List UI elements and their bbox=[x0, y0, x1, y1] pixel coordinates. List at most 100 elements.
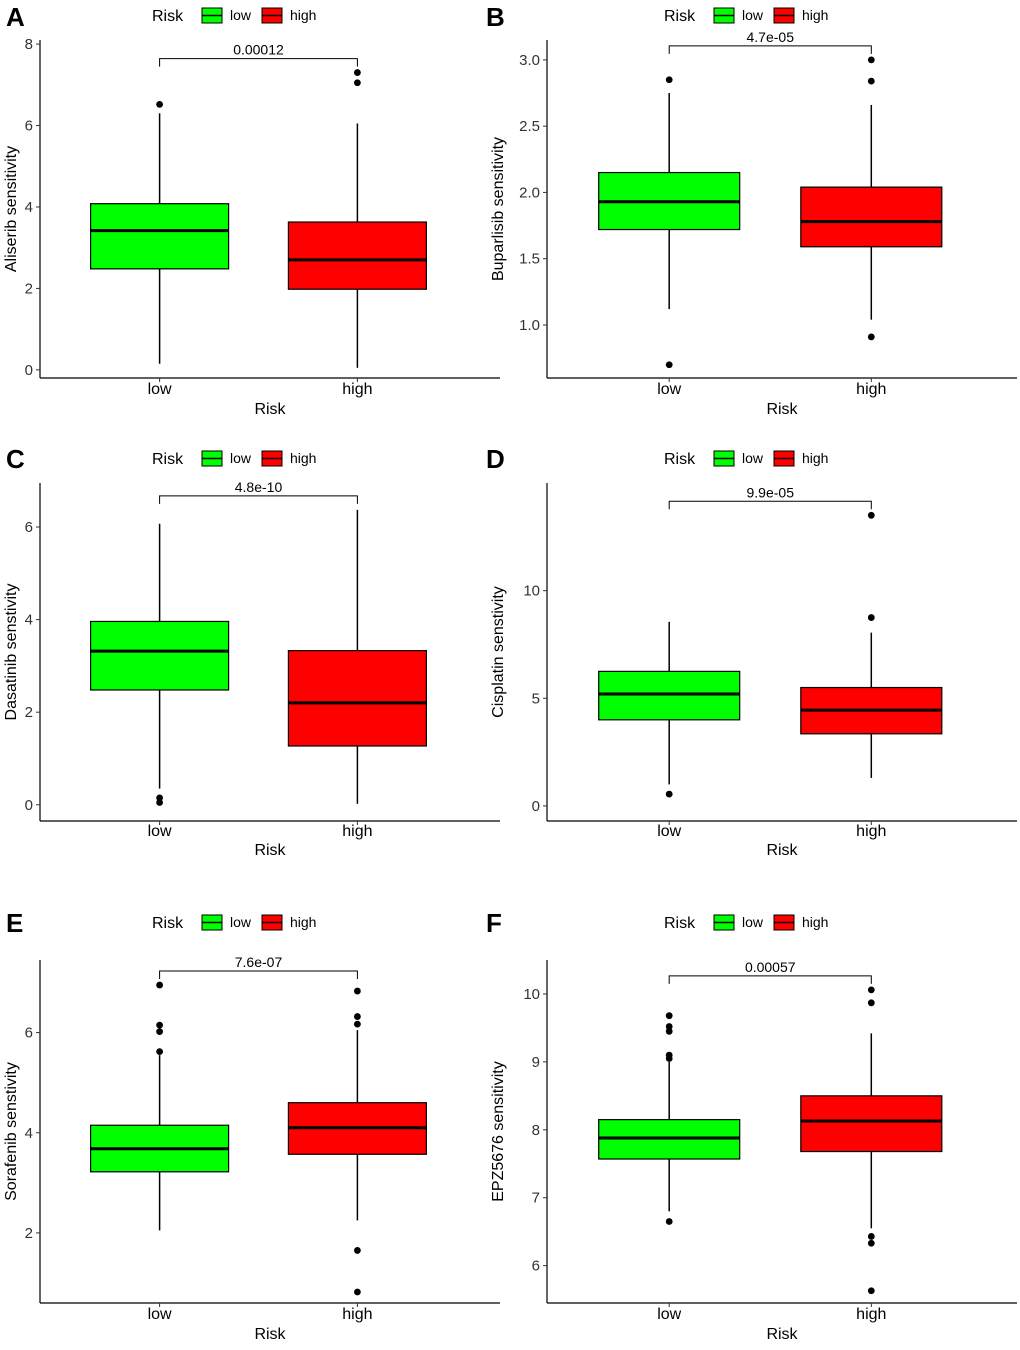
significance-bracket: 7.6e-07 bbox=[159, 954, 358, 980]
legend-label-high: high bbox=[290, 7, 316, 23]
box-body bbox=[89, 203, 230, 270]
x-axis-title: Risk bbox=[254, 1326, 286, 1343]
panel-a: A Risk low high 0 2 4 6 8 low high Risk Aliserib sen… bbox=[3, 2, 500, 418]
legend-title: Risk bbox=[152, 8, 184, 25]
x-axis-title: Risk bbox=[766, 842, 798, 859]
y-tick-label: 6 bbox=[25, 1025, 33, 1042]
legend-label-high: high bbox=[802, 7, 828, 23]
outlier-point bbox=[665, 1012, 673, 1020]
outlier-point bbox=[867, 1287, 875, 1295]
legend-label-high: high bbox=[802, 450, 828, 466]
legend: Risk low high bbox=[664, 7, 828, 25]
y-tick-label: 2 bbox=[25, 704, 33, 721]
outlier-point bbox=[665, 361, 673, 369]
panel-letter: C bbox=[6, 444, 25, 474]
outlier-point bbox=[867, 333, 875, 341]
outlier-point bbox=[665, 790, 673, 798]
y-axis-title: Sorafenib senstivity bbox=[3, 1062, 20, 1201]
outlier-point bbox=[156, 1021, 164, 1029]
outlier-point bbox=[354, 79, 361, 87]
x-tick-label-high: high bbox=[342, 381, 372, 398]
box-high bbox=[287, 509, 427, 804]
outlier-point bbox=[354, 987, 361, 995]
x-tick-label-low: low bbox=[148, 1306, 172, 1323]
outlier-point bbox=[867, 1233, 875, 1240]
x-axis-title: Risk bbox=[766, 401, 798, 418]
y-tick-label: 2 bbox=[25, 1225, 33, 1242]
box-body bbox=[598, 670, 741, 721]
y-tick-label: 7 bbox=[532, 1190, 540, 1207]
y-tick-label: 5 bbox=[532, 690, 540, 707]
box-body bbox=[89, 620, 230, 691]
p-value-label: 7.6e-07 bbox=[235, 954, 283, 970]
outlier-point bbox=[665, 1023, 673, 1030]
x-tick-label-low: low bbox=[148, 823, 172, 840]
x-tick-label-high: high bbox=[342, 823, 372, 840]
legend-label-low: low bbox=[742, 914, 764, 930]
y-axis-title: Dasatinib senstivity bbox=[3, 584, 20, 721]
y-tick-label: 2 bbox=[25, 280, 33, 297]
outlier-point bbox=[867, 511, 875, 519]
y-tick-label: 6 bbox=[25, 519, 33, 536]
y-tick-label: 0 bbox=[532, 798, 540, 815]
x-tick-label-high: high bbox=[856, 1306, 886, 1323]
outlier-point bbox=[156, 794, 164, 802]
outlier-point bbox=[354, 69, 361, 76]
significance-bracket: 4.7e-05 bbox=[668, 29, 872, 54]
legend-label-high: high bbox=[802, 914, 828, 930]
legend-title: Risk bbox=[664, 451, 696, 468]
p-value-label: 4.7e-05 bbox=[747, 29, 795, 45]
box-body bbox=[800, 186, 943, 248]
bracket-line bbox=[668, 975, 872, 984]
y-tick-label: 8 bbox=[532, 1122, 540, 1139]
box-body bbox=[287, 221, 427, 290]
outlier-point bbox=[354, 1013, 361, 1020]
significance-bracket: 0.00012 bbox=[159, 42, 358, 67]
box-high bbox=[287, 69, 427, 368]
x-axis-title: Risk bbox=[254, 842, 286, 859]
x-axis-title: Risk bbox=[254, 401, 286, 418]
outlier-point bbox=[867, 999, 875, 1007]
outlier-point bbox=[867, 614, 875, 621]
y-axis-title: EPZ5676 sensitivity bbox=[490, 1061, 507, 1202]
box-high bbox=[800, 56, 943, 341]
legend-title: Risk bbox=[664, 8, 696, 25]
bracket-line bbox=[668, 45, 872, 54]
outlier-point bbox=[156, 981, 164, 989]
outlier-point bbox=[867, 986, 875, 994]
outlier-point bbox=[665, 1027, 673, 1035]
legend-label-low: low bbox=[230, 450, 252, 466]
outlier-point bbox=[867, 77, 875, 85]
box-low bbox=[89, 981, 230, 1231]
legend: Risk low high bbox=[152, 7, 316, 25]
panel-letter: D bbox=[486, 444, 505, 474]
legend: Risk low high bbox=[152, 450, 316, 468]
panel-letter: F bbox=[486, 908, 502, 938]
legend-title: Risk bbox=[664, 915, 696, 932]
outlier-point bbox=[156, 1028, 164, 1036]
y-tick-label: 2.0 bbox=[519, 184, 540, 201]
legend-label-high: high bbox=[290, 450, 316, 466]
outlier-point bbox=[867, 1239, 875, 1247]
y-axis-title: Aliserib sensitivity bbox=[3, 146, 20, 272]
panel-letter: E bbox=[6, 908, 23, 938]
legend-title: Risk bbox=[152, 451, 184, 468]
y-axis-title: Buparlisib sensitivity bbox=[490, 137, 507, 281]
legend-label-low: low bbox=[230, 914, 252, 930]
legend: Risk low high bbox=[152, 914, 316, 932]
outlier-point bbox=[354, 1288, 361, 1296]
y-tick-label: 9 bbox=[532, 1054, 540, 1071]
outlier-point bbox=[156, 1048, 164, 1056]
y-tick-label: 6 bbox=[532, 1258, 540, 1275]
y-tick-label: 0 bbox=[25, 362, 33, 379]
legend-label-low: low bbox=[230, 7, 252, 23]
y-tick-label: 3.0 bbox=[519, 52, 540, 69]
legend: Risk low high bbox=[664, 914, 828, 932]
outlier-point bbox=[665, 1218, 673, 1225]
box-high bbox=[800, 511, 943, 778]
legend-label-low: low bbox=[742, 450, 764, 466]
significance-bracket: 4.8e-10 bbox=[159, 479, 358, 504]
panel-b: B Risk low high 1.0 1.5 2.0 2.5 3.0 low high Risk Bu… bbox=[486, 2, 1017, 418]
panel-letter: B bbox=[486, 2, 505, 32]
